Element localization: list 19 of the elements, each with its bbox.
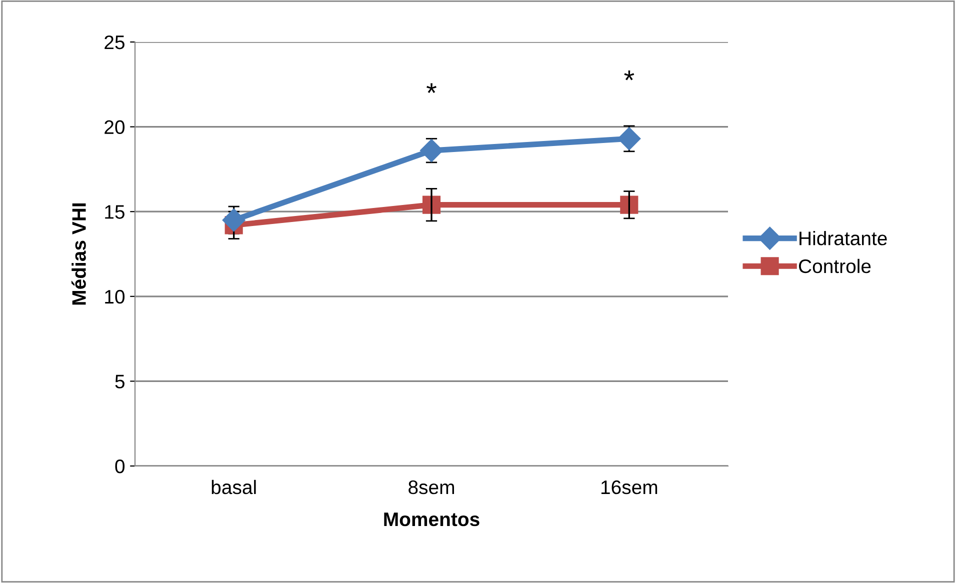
x-tick-label: 16sem: [601, 480, 658, 494]
y-tick-label: 5: [115, 374, 124, 388]
annotation: *: [624, 70, 634, 80]
legend-label: Hidratante: [800, 231, 887, 246]
x-tick-label: 8sem: [408, 480, 454, 494]
legend-label: Controle: [798, 258, 871, 274]
x-tick-label: basal: [212, 480, 256, 494]
y-tick-label: 15: [105, 205, 124, 219]
point: [222, 208, 246, 232]
y-tick-label: 10: [105, 290, 125, 304]
point: [420, 139, 443, 162]
y-tick-label: 20: [104, 120, 125, 134]
annotation: *: [426, 83, 436, 93]
point: [620, 196, 638, 214]
y-axis-title: Médias VHI: [71, 203, 86, 305]
y-tick-label: 25: [104, 35, 124, 50]
y-tick-label: 0: [115, 459, 125, 474]
x-axis-title: Momentos: [384, 512, 480, 526]
point: [618, 127, 641, 150]
